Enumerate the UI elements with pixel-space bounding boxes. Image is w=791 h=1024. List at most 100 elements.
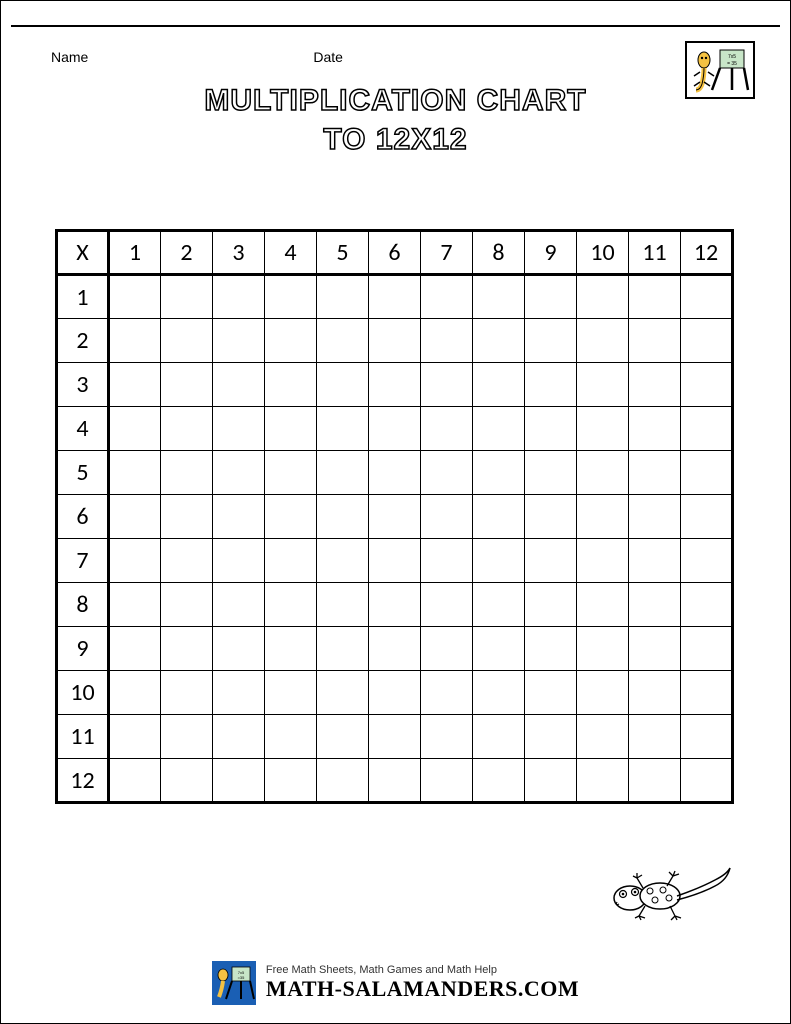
footer-text-block: Free Math Sheets, Math Games and Math He… <box>266 964 579 1002</box>
blank-cell <box>525 363 577 407</box>
blank-cell <box>421 715 473 759</box>
blank-cell <box>629 715 681 759</box>
row-header: 2 <box>57 319 109 363</box>
blank-cell <box>109 363 161 407</box>
row-header: 8 <box>57 583 109 627</box>
svg-text:7x5: 7x5 <box>728 54 736 60</box>
blank-cell <box>681 495 733 539</box>
blank-cell <box>369 539 421 583</box>
blank-cell <box>421 495 473 539</box>
blank-cell <box>317 275 369 319</box>
blank-cell <box>317 319 369 363</box>
blank-cell <box>317 539 369 583</box>
blank-cell <box>213 407 265 451</box>
blank-cell <box>681 407 733 451</box>
blank-cell <box>421 539 473 583</box>
blank-cell <box>161 319 213 363</box>
blank-cell <box>213 671 265 715</box>
blank-cell <box>265 583 317 627</box>
column-header: 9 <box>525 231 577 275</box>
footer-site-name: MATH-SALAMANDERS.COM <box>266 976 579 1002</box>
blank-cell <box>369 495 421 539</box>
blank-cell <box>161 759 213 803</box>
title-line-2: TO 12X12 <box>1 120 790 159</box>
blank-cell <box>265 451 317 495</box>
blank-cell <box>369 583 421 627</box>
top-horizontal-rule <box>11 25 780 27</box>
column-header: 8 <box>473 231 525 275</box>
row-header: 11 <box>57 715 109 759</box>
header-fields: Name Date <box>51 49 740 65</box>
blank-cell <box>265 407 317 451</box>
blank-cell <box>161 275 213 319</box>
blank-cell <box>265 627 317 671</box>
blank-cell <box>629 363 681 407</box>
blank-cell <box>681 275 733 319</box>
blank-cell <box>109 627 161 671</box>
blank-cell <box>577 275 629 319</box>
blank-cell <box>681 539 733 583</box>
blank-cell <box>369 759 421 803</box>
blank-cell <box>681 627 733 671</box>
blank-cell <box>681 671 733 715</box>
row-header: 5 <box>57 451 109 495</box>
blank-cell <box>213 583 265 627</box>
column-header: 1 <box>109 231 161 275</box>
blank-cell <box>577 319 629 363</box>
blank-cell <box>213 495 265 539</box>
blank-cell <box>369 671 421 715</box>
blank-cell <box>213 451 265 495</box>
blank-cell <box>265 495 317 539</box>
blank-cell <box>577 363 629 407</box>
blank-cell <box>473 671 525 715</box>
blank-cell <box>421 275 473 319</box>
blank-cell <box>265 539 317 583</box>
blank-cell <box>681 759 733 803</box>
blank-cell <box>213 275 265 319</box>
blank-cell <box>473 759 525 803</box>
blank-cell <box>213 715 265 759</box>
blank-cell <box>681 319 733 363</box>
title-line-1: MULTIPLICATION CHART <box>1 81 790 120</box>
blank-cell <box>421 627 473 671</box>
blank-cell <box>473 363 525 407</box>
blank-cell <box>161 407 213 451</box>
multiplication-table: X123456789101112123456789101112 <box>55 229 734 804</box>
row-header: 10 <box>57 671 109 715</box>
blank-cell <box>109 407 161 451</box>
blank-cell <box>109 495 161 539</box>
row-header: 1 <box>57 275 109 319</box>
blank-cell <box>525 583 577 627</box>
blank-cell <box>161 539 213 583</box>
blank-cell <box>525 759 577 803</box>
blank-cell <box>577 715 629 759</box>
blank-cell <box>161 451 213 495</box>
blank-cell <box>629 627 681 671</box>
blank-cell <box>629 451 681 495</box>
svg-text:= 35: = 35 <box>727 61 737 67</box>
blank-cell <box>161 627 213 671</box>
row-header: 7 <box>57 539 109 583</box>
blank-cell <box>109 539 161 583</box>
blank-cell <box>629 671 681 715</box>
footer-logo-icon: 7x5 =35 <box>212 961 256 1005</box>
blank-cell <box>473 451 525 495</box>
blank-cell <box>629 495 681 539</box>
blank-cell <box>265 319 317 363</box>
blank-cell <box>525 407 577 451</box>
blank-cell <box>213 759 265 803</box>
blank-cell <box>473 715 525 759</box>
blank-cell <box>577 583 629 627</box>
blank-cell <box>577 495 629 539</box>
blank-cell <box>109 715 161 759</box>
blank-cell <box>629 319 681 363</box>
blank-cell <box>525 539 577 583</box>
blank-cell <box>421 671 473 715</box>
date-label: Date <box>313 49 343 65</box>
blank-cell <box>265 715 317 759</box>
blank-cell <box>109 319 161 363</box>
blank-cell <box>317 759 369 803</box>
column-header: 12 <box>681 231 733 275</box>
blank-cell <box>577 407 629 451</box>
column-header: 10 <box>577 231 629 275</box>
